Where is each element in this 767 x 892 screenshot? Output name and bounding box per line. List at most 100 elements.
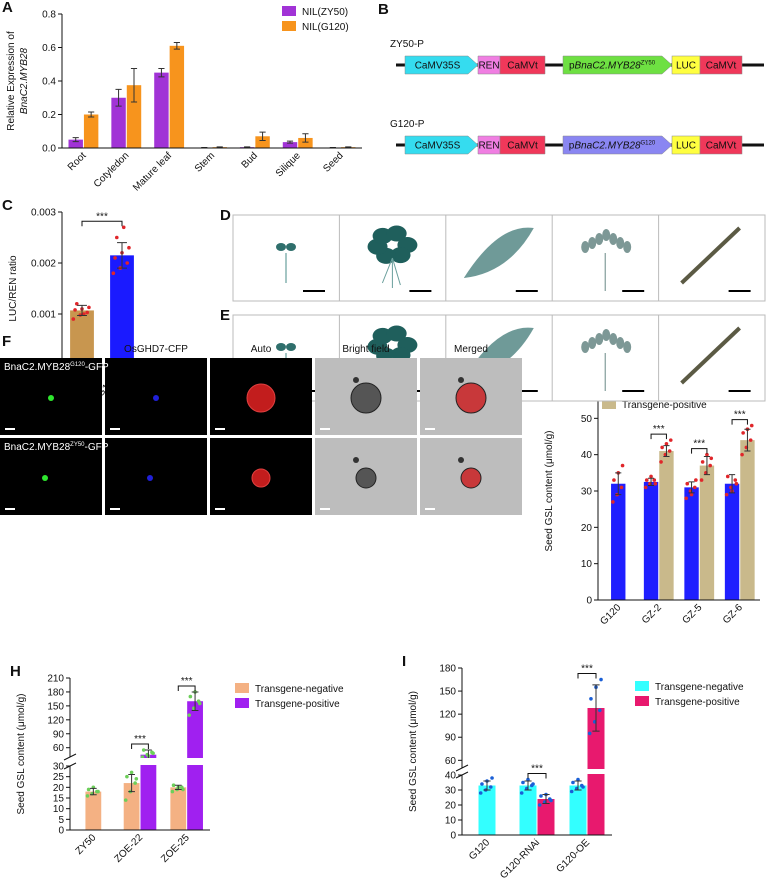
x-tick-label: GZ-6 (721, 602, 745, 626)
part-label: CaMVt (706, 61, 737, 72)
y-tick-label: 0.0 (42, 144, 56, 155)
data-point (489, 785, 493, 789)
y-axis-label: LUC/REN ratio (8, 255, 19, 322)
panel-label: I (402, 653, 406, 670)
bud (588, 337, 596, 349)
data-point (709, 457, 713, 461)
legend-swatch (635, 681, 649, 691)
bar (141, 755, 157, 830)
leaf (276, 243, 286, 251)
protoplast (456, 383, 486, 413)
data-point (570, 790, 574, 794)
signal (147, 475, 153, 481)
tag: -GFP (85, 362, 109, 373)
data-point (124, 798, 128, 802)
x-tick-label: Silique (274, 150, 303, 179)
debris (353, 457, 359, 463)
data-point (690, 493, 694, 497)
data-point (87, 788, 91, 792)
y-tick-label: 90 (53, 729, 65, 740)
x-tick-label: G120-RNAi (498, 837, 542, 881)
y-tick-label: 0 (586, 596, 592, 607)
significance-label: *** (134, 734, 146, 745)
promoter-gene: BnaC2.MYB28 (575, 61, 642, 72)
data-point (480, 782, 484, 786)
data-point (599, 678, 603, 682)
part-label: LUC (676, 61, 696, 72)
part-label: CaMV35S (415, 141, 461, 152)
protoplast (461, 468, 481, 488)
gene: BnaC2.MYB28 (4, 442, 71, 453)
data-point (588, 732, 592, 736)
legend-label: NIL(ZY50) (302, 7, 348, 18)
data-point (654, 482, 658, 486)
y-tick-label: 20 (445, 801, 457, 812)
significance-label: *** (581, 664, 593, 675)
data-point (645, 478, 649, 482)
data-point (479, 791, 483, 795)
legend-label: Transgene-negative (655, 682, 744, 693)
y-tick-label: 0.6 (42, 43, 56, 54)
row-label: BnaC2.MYB28ZY50-GFP (4, 442, 109, 453)
error-bar (217, 147, 223, 148)
data-point (127, 246, 131, 250)
data-point (750, 424, 754, 428)
data-point (741, 431, 745, 435)
data-point (151, 751, 155, 755)
data-point (181, 788, 185, 792)
data-point (198, 702, 202, 706)
part-label: REN (478, 141, 499, 152)
data-point (659, 460, 663, 464)
debris (353, 377, 359, 383)
bud (581, 241, 589, 253)
bar (644, 482, 658, 600)
data-point (669, 438, 673, 442)
data-point (187, 713, 191, 717)
bud (602, 329, 610, 341)
data-point (549, 799, 553, 803)
data-point (668, 449, 672, 453)
y-tick-label: 5 (58, 815, 64, 826)
part-label: CaMVt (706, 141, 737, 152)
y-tick-label: 40 (581, 450, 593, 461)
chloroplast (252, 469, 270, 487)
data-point (73, 308, 77, 312)
data-point (621, 464, 625, 468)
x-tick-label: Mature leaf (131, 150, 174, 193)
bud (588, 237, 596, 249)
y-tick-label: 50 (581, 414, 593, 425)
debris (458, 377, 464, 383)
significance-label: *** (96, 211, 108, 222)
part-label: REN (478, 61, 499, 72)
panel-label: H (10, 663, 21, 680)
panel-label: C (2, 197, 13, 214)
panel-label: D (220, 207, 231, 224)
significance-label: *** (734, 410, 746, 421)
row-label: BnaC2.MYB28G120-GFP (4, 362, 109, 373)
construct-name: G120-P (390, 119, 425, 130)
data-point (189, 695, 193, 699)
y-tick-label: 10 (445, 816, 457, 827)
part-label: CaMVt (507, 61, 538, 72)
panel-label: F (2, 333, 11, 350)
y-tick-label: 0 (450, 831, 456, 842)
legend-label: Transgene-positive (622, 400, 707, 411)
column-header: OsGHD7-CFP (124, 344, 188, 355)
data-point (733, 478, 737, 482)
allele: G120 (70, 362, 85, 368)
bar (170, 46, 184, 148)
debris (458, 457, 464, 463)
y-tick-label: 10 (581, 559, 593, 570)
bud (616, 337, 624, 349)
protoplast (356, 468, 376, 488)
data-point (539, 794, 543, 798)
y-tick-label: 0.002 (31, 259, 56, 270)
y-tick-label: 180 (47, 687, 64, 698)
y-tick-label: 0.8 (42, 10, 56, 21)
data-point (685, 482, 689, 486)
y-tick-label: 40 (445, 771, 457, 782)
data-point (86, 794, 90, 798)
data-point (135, 777, 139, 781)
data-point (589, 697, 593, 701)
